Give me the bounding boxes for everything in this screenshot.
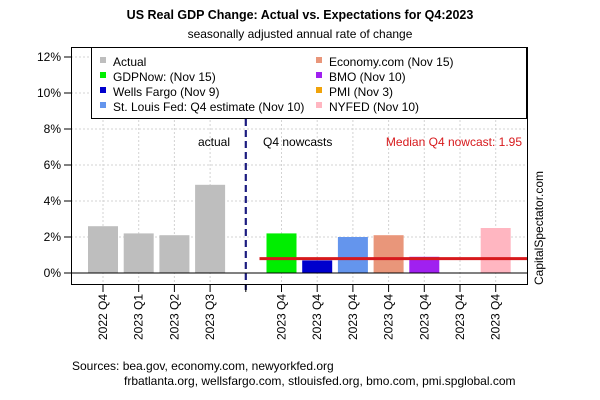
legend-label: PMI (Nov 3): [329, 85, 393, 99]
legend-label: Wells Fargo (Nov 9): [113, 85, 219, 99]
x-tick-label: 2023 Q4: [382, 294, 396, 340]
bar-actual: [123, 233, 154, 273]
bar-wells-fargo: [302, 260, 333, 273]
legend-swatch: [100, 87, 106, 93]
legend-swatch: [100, 72, 106, 78]
bar-actual: [195, 184, 226, 273]
legend-swatch: [316, 57, 322, 63]
legend-swatch: [100, 57, 106, 63]
annotation-median: Median Q4 nowcast: 1.95: [386, 135, 522, 149]
x-tick-label: 2023 Q4: [346, 294, 360, 340]
x-tick-label: 2023 Q1: [132, 294, 146, 340]
x-tick-label: 2023 Q3: [203, 294, 217, 340]
y-tick-label: 0%: [44, 266, 62, 280]
axes: 0% 2% 4% 6% 8% 10% 12% 2022 Q4 2023 Q1 2023 Q2 202…: [37, 50, 527, 340]
legend-label: GDPNow: (Nov 15): [113, 70, 216, 84]
x-tick-label: 2023 Q4: [453, 294, 467, 340]
annotation-nowcasts: Q4 nowcasts: [263, 135, 332, 149]
y-tick-label: 4%: [44, 194, 62, 208]
x-tick-label: 2023 Q2: [167, 294, 181, 340]
bar-actual: [88, 226, 118, 273]
y-tick-label: 10%: [37, 86, 61, 100]
chart-title: US Real GDP Change: Actual vs. Expectati…: [127, 8, 474, 22]
x-tick-label: 2023 Q4: [275, 294, 289, 340]
legend-swatch: [100, 102, 106, 108]
annotation-actual: actual: [198, 135, 230, 149]
legend-swatch: [316, 72, 322, 78]
legend-label: BMO (Nov 10): [329, 70, 406, 84]
bar-bmo: [409, 256, 440, 273]
x-tick-label: 2023 Q4: [489, 294, 503, 340]
bar-actual: [159, 235, 190, 273]
x-tick-label: 2023 Q4: [417, 294, 431, 340]
legend-swatch: [316, 102, 322, 108]
x-tick-label: 2023 Q4: [310, 294, 324, 340]
legend-swatch: [316, 87, 322, 93]
watermark: CapitalSpectator.com: [532, 171, 546, 285]
x-tick-label: 2022 Q4: [96, 294, 110, 340]
y-tick-label: 6%: [44, 158, 62, 172]
legend-label: Actual: [113, 55, 146, 69]
chart-subtitle: seasonally adjusted annual rate of chang…: [188, 27, 413, 41]
y-tick-label: 12%: [37, 50, 61, 64]
bar-gdpnow: [266, 233, 297, 273]
legend-label: NYFED (Nov 10): [329, 100, 419, 114]
sources-line-1: Sources: bea.gov, economy.com, newyorkfe…: [72, 359, 334, 373]
y-tick-label: 2%: [44, 230, 62, 244]
bar-nyfed: [480, 228, 511, 273]
legend-box: [91, 47, 527, 119]
bar-st-louis-fed: [337, 237, 368, 273]
sources-line-2: frbatlanta.org, wellsfargo.com, stlouisf…: [124, 374, 516, 388]
bar-economy-com: [373, 235, 404, 273]
legend-label: Economy.com (Nov 15): [329, 55, 453, 69]
y-tick-label: 8%: [44, 122, 62, 136]
bars: [88, 119, 527, 290]
legend-label: St. Louis Fed: Q4 estimate (Nov 10): [113, 100, 304, 114]
